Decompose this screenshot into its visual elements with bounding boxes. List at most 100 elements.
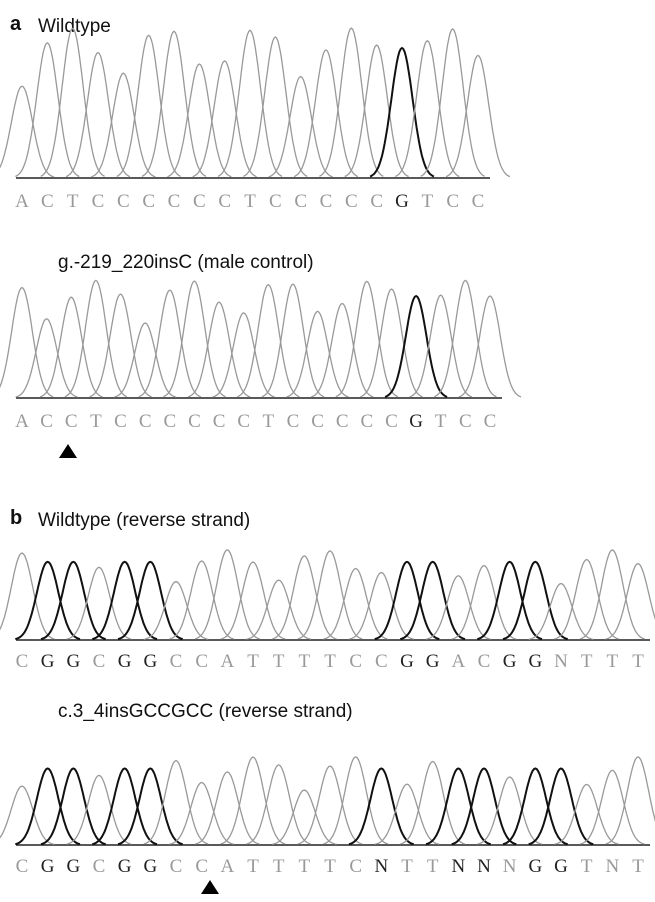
base-call: G xyxy=(554,856,568,877)
trace-peak xyxy=(311,304,373,398)
trace-peak xyxy=(452,566,517,640)
base-call: C xyxy=(16,856,29,877)
trace-peak xyxy=(118,562,183,639)
trace-peak xyxy=(40,297,102,397)
trace-peak xyxy=(336,281,398,396)
base-call: T xyxy=(324,856,336,877)
trace-peak xyxy=(410,295,472,397)
trace-peak xyxy=(294,50,358,177)
trace-peak xyxy=(118,769,183,845)
base-call: T xyxy=(435,411,447,432)
panel-title: c.3_4insGCCGCC (reverse strand) xyxy=(58,701,353,722)
trace-peak xyxy=(400,562,465,639)
base-call: C xyxy=(195,856,208,877)
base-call: C xyxy=(478,651,491,672)
trace-peak xyxy=(246,765,311,844)
base-call: G xyxy=(400,651,414,672)
base-call: G xyxy=(143,651,157,672)
base-call: C xyxy=(213,411,226,432)
base-call: C xyxy=(311,411,324,432)
trace-peak xyxy=(67,567,132,639)
base-call: G xyxy=(118,856,132,877)
base-call: N xyxy=(477,856,491,877)
trace-peak xyxy=(360,289,422,397)
base-call: T xyxy=(581,651,593,672)
trace-peak xyxy=(237,285,299,397)
base-call: G xyxy=(118,651,132,672)
base-call: N xyxy=(451,856,465,877)
base-call: C xyxy=(385,411,398,432)
base-call: C xyxy=(139,411,152,432)
trace-peak xyxy=(167,64,231,177)
trace-peak xyxy=(15,43,79,177)
trace-peak xyxy=(385,296,447,397)
trace-peak xyxy=(41,562,106,639)
base-call: C xyxy=(360,411,373,432)
base-call: C xyxy=(92,191,105,212)
trace-peak xyxy=(0,288,53,397)
base-call: C xyxy=(168,191,181,212)
trace-peak xyxy=(529,769,594,845)
trace-peak xyxy=(459,296,521,397)
base-call: A xyxy=(220,651,234,672)
trace-peak xyxy=(421,29,485,176)
base-call: G xyxy=(395,191,409,212)
trace-peak xyxy=(92,562,157,639)
base-call: T xyxy=(273,856,285,877)
base-call: T xyxy=(632,856,644,877)
trace-peak xyxy=(272,556,337,639)
trace-peak xyxy=(169,783,234,845)
base-call: T xyxy=(632,651,644,672)
trace-peak xyxy=(323,569,388,640)
base-call: G xyxy=(426,651,440,672)
base-call: T xyxy=(273,651,285,672)
base-call: C xyxy=(472,191,485,212)
base-call: C xyxy=(375,651,388,672)
base-call: C xyxy=(269,191,282,212)
base-call: C xyxy=(195,651,208,672)
base-call: N xyxy=(605,856,619,877)
base-call: C xyxy=(218,191,231,212)
trace-peak xyxy=(139,290,201,397)
trace-peak xyxy=(375,562,440,639)
base-call: C xyxy=(163,411,176,432)
trace-peak xyxy=(195,772,260,844)
trace-peak xyxy=(349,769,414,845)
base-call: C xyxy=(237,411,250,432)
insertion-arrow xyxy=(201,880,219,894)
base-call: C xyxy=(170,856,183,877)
trace-peak xyxy=(272,790,337,844)
trace-peak xyxy=(269,77,333,177)
trace-peak xyxy=(298,551,363,639)
base-call: T xyxy=(607,651,619,672)
trace-peak xyxy=(144,582,209,640)
base-call: N xyxy=(374,856,388,877)
trace-peak xyxy=(221,562,286,639)
base-call: T xyxy=(263,411,275,432)
insertion-arrow xyxy=(59,444,77,458)
base-call: C xyxy=(188,411,201,432)
panel-title: g.-219_220insC (male control) xyxy=(58,252,314,273)
base-call: C xyxy=(142,191,155,212)
trace-peak xyxy=(370,48,434,177)
trace-peak xyxy=(395,41,459,177)
trace-peak xyxy=(246,580,311,639)
trace-peak xyxy=(529,584,594,640)
base-call: C xyxy=(93,651,106,672)
base-call: A xyxy=(15,191,29,212)
base-call: T xyxy=(422,191,434,212)
trace-peak xyxy=(243,37,307,176)
panel-label: b xyxy=(10,507,22,529)
figure: aWildtypeACTCCCCCCTCCCCCGTCCg.-219_220in… xyxy=(0,0,655,902)
base-call: T xyxy=(90,411,102,432)
trace-peak xyxy=(262,284,324,397)
trace-peak xyxy=(169,561,234,639)
base-call: G xyxy=(409,411,423,432)
trace-peak xyxy=(580,770,645,844)
base-call: C xyxy=(459,411,472,432)
trace-peak xyxy=(0,786,54,844)
base-call: C xyxy=(193,191,206,212)
base-call: G xyxy=(143,856,157,877)
trace-peak xyxy=(477,562,542,639)
base-call: G xyxy=(66,856,80,877)
